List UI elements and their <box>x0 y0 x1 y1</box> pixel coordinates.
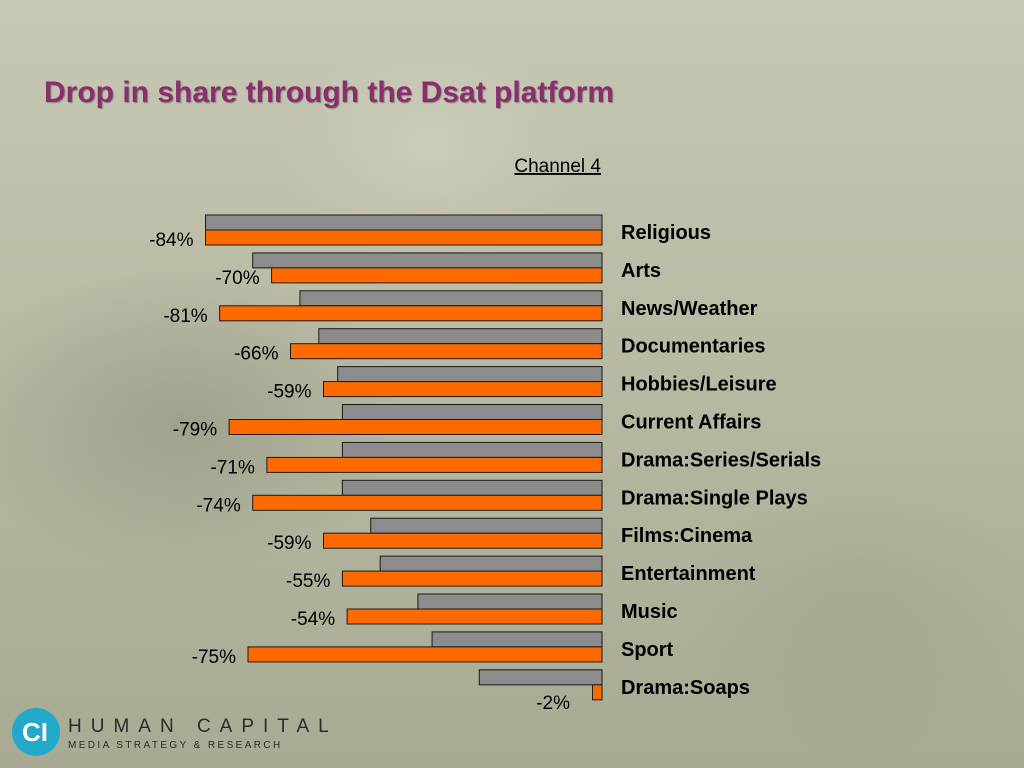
bar-grey-1 <box>252 252 603 269</box>
bar-grey-12 <box>478 669 603 686</box>
bar-orange-9 <box>341 570 603 587</box>
bar-orange-2 <box>219 305 603 322</box>
category-label-0: Religious <box>621 222 711 244</box>
bar-orange-12 <box>592 684 603 701</box>
bar-orange-10 <box>346 608 603 625</box>
data-label-9: -55% <box>286 571 330 592</box>
bar-grey-3 <box>318 328 603 345</box>
bar-orange-11 <box>247 646 603 663</box>
data-label-8: -59% <box>267 533 311 554</box>
category-label-3: Documentaries <box>621 336 766 358</box>
data-label-11: -75% <box>192 647 236 668</box>
category-label-4: Hobbies/Leisure <box>621 374 777 396</box>
category-label-2: News/Weather <box>621 298 758 320</box>
logo-name: HUMAN CAPITAL <box>68 716 338 737</box>
category-label-9: Entertainment <box>621 563 756 585</box>
category-label-10: Music <box>621 601 678 623</box>
bar-grey-9 <box>379 555 603 572</box>
data-label-7: -74% <box>196 495 240 516</box>
bar-orange-0 <box>205 229 603 246</box>
category-label-1: Arts <box>621 260 661 282</box>
category-label-8: Films:Cinema <box>621 525 753 547</box>
company-logo: CI HUMAN CAPITAL MEDIA STRATEGY & RESEAR… <box>12 708 352 758</box>
bar-grey-11 <box>431 631 603 648</box>
data-label-2: -81% <box>163 306 207 327</box>
data-label-3: -66% <box>234 344 278 365</box>
data-label-4: -59% <box>267 382 311 403</box>
category-label-6: Drama:Series/Serials <box>621 449 821 471</box>
logo-mark-icon: CI <box>12 708 60 756</box>
bar-grey-8 <box>370 517 603 534</box>
category-label-11: Sport <box>621 639 674 661</box>
category-label-7: Drama:Single Plays <box>621 487 808 509</box>
bar-grey-5 <box>341 404 603 420</box>
bar-grey-2 <box>299 290 603 307</box>
data-label-12: -2% <box>536 693 570 714</box>
bar-orange-8 <box>323 532 603 549</box>
bar-orange-4 <box>323 381 603 398</box>
bar-grey-7 <box>341 479 603 496</box>
bar-orange-5 <box>228 419 603 435</box>
bar-grey-10 <box>417 593 603 610</box>
bar-grey-6 <box>341 441 603 458</box>
category-label-5: Current Affairs <box>621 412 761 434</box>
data-label-0: -84% <box>149 230 193 251</box>
data-label-10: -54% <box>291 609 335 630</box>
bar-orange-1 <box>271 267 603 284</box>
bar-orange-7 <box>252 494 603 511</box>
data-label-5: -79% <box>173 420 217 441</box>
bar-orange-6 <box>266 456 603 473</box>
chart-subtitle: Channel 4 <box>514 156 601 177</box>
bar-grey-4 <box>337 366 603 383</box>
bar-orange-3 <box>289 343 603 360</box>
slide-title: Drop in share through the Dsat platform <box>44 76 615 109</box>
data-label-1: -70% <box>215 268 259 289</box>
data-label-6: -71% <box>211 457 255 478</box>
bar-grey-0 <box>205 214 603 231</box>
category-label-12: Drama:Soaps <box>621 677 750 699</box>
logo-tagline: MEDIA STRATEGY & RESEARCH <box>68 740 283 751</box>
